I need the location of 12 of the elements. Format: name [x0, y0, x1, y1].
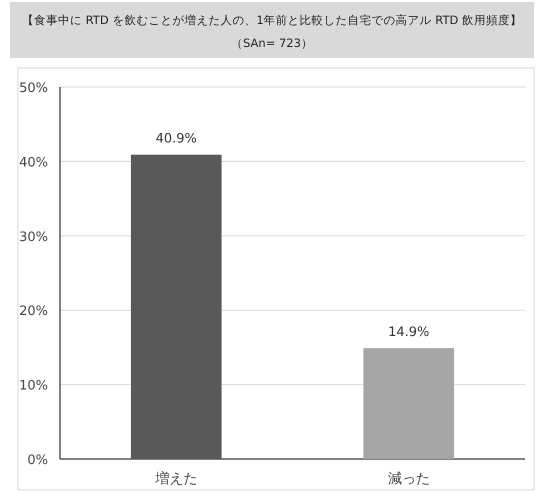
- y-tick-label: 0%: [27, 453, 48, 468]
- y-tick-label: 40%: [19, 155, 48, 170]
- x-tick-label: 増えた: [154, 470, 198, 487]
- data-label: 14.9%: [388, 325, 430, 340]
- y-tick-label: 50%: [19, 81, 48, 96]
- chart-subtitle: （SAn= 723）: [231, 36, 313, 50]
- x-tick-label: 減った: [388, 471, 430, 487]
- y-tick-label: 10%: [19, 378, 48, 394]
- y-tick-label: 30%: [19, 230, 48, 245]
- chart-title: 【食事中に RTD を飲むことが増えた人の、1年前と比較した自宅での高アル RTD 飲用頻度】: [22, 13, 522, 27]
- y-tick-label: 20%: [19, 304, 48, 320]
- data-label: 40.9%: [156, 132, 197, 147]
